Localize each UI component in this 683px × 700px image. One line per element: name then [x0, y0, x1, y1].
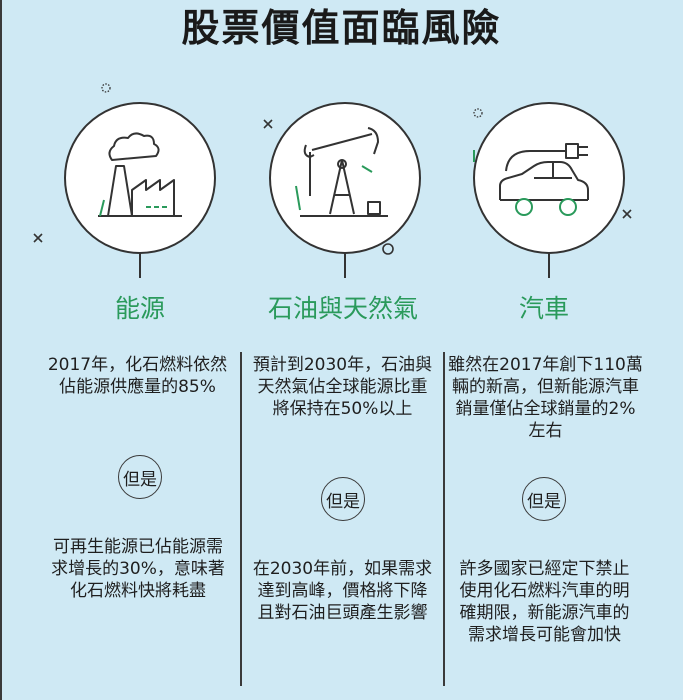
decor-dotted-circle: [101, 83, 111, 93]
decor-dotted-circle: [473, 108, 483, 118]
decor-cross: [263, 119, 273, 129]
decor-cross: [622, 209, 632, 219]
oil-circle: [269, 102, 421, 278]
but-badge-energy: 但是: [118, 455, 162, 499]
but-badge-car: 但是: [522, 477, 566, 521]
fact-text-energy: 2017年，化石燃料依然佔能源供應量的85%: [47, 355, 228, 397]
but-badge-oil-gas: 但是: [321, 477, 365, 521]
electric-car-icon: [499, 143, 589, 201]
factory-icon: [98, 132, 182, 217]
energy-circle: [64, 102, 216, 278]
category-label-car: 汽車: [518, 294, 569, 323]
column-divider: [443, 352, 445, 686]
decor-circle: [382, 243, 394, 255]
consequence-text-energy: 可再生能源已佔能源需求增長的30%，意味著化石燃料快將耗盡: [51, 537, 225, 601]
consequence-text-car: 許多國家已經定下禁止使用化石燃料汽車的明確期限，新能源汽車的需求增長可能會加快: [459, 559, 630, 645]
category-label-energy: 能源: [114, 294, 165, 323]
car-circle: [473, 102, 625, 278]
category-label-oil-gas: 石油與天然氣: [267, 294, 418, 323]
fact-text-car: 雖然在2017年創下110萬輛的新高，但新能源汽車銷量僅佔全球銷量的2%左右: [448, 355, 643, 441]
page-title: 股票價值面臨風險: [181, 6, 502, 50]
oil-pump-icon: [300, 127, 388, 217]
fact-text-oil-gas: 預計到2030年，石油與天然氣佔全球能源比重將保持在50%以上: [252, 355, 433, 419]
column-divider: [240, 352, 242, 686]
consequence-text-oil-gas: 在2030年前，如果需求達到高峰，價格將下降且對石油巨頭產生影響: [252, 559, 433, 623]
decor-cross: [33, 233, 43, 243]
